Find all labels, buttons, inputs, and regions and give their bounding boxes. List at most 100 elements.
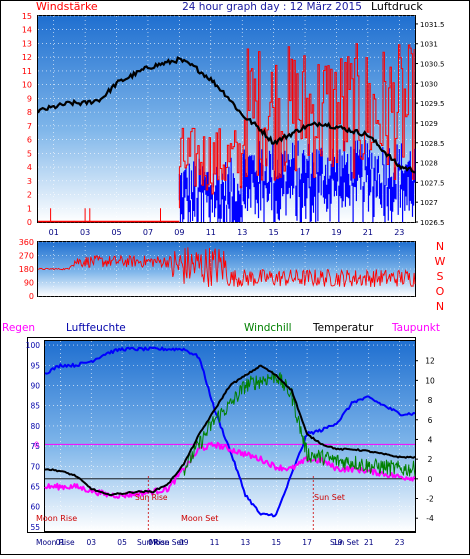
wind-direction-series [37,247,416,288]
compass-label: N [436,240,444,253]
x-axis-tick: 13 [237,228,247,237]
humidity-axis-tick: 70 [30,462,40,471]
humidity-axis-tick: 95 [30,361,40,370]
temperature-humidity-plot: 01 03 05 07 09 11 13 15 17 19 21 235560657075808590… [26,341,435,547]
right-axis-tick: 1028.5 [420,140,445,148]
humidity-axis-tick: 60 [30,503,40,512]
humidity-axis-tick: 80 [30,422,40,431]
annotation-sun-set: Sun Set [314,493,345,502]
right-axis-tick: 1029.5 [420,100,445,108]
header-wind-label: Windstärke [36,0,98,13]
humidity-axis-tick: 100 [26,341,41,350]
temperature-axis-tick: 6 [428,416,433,425]
direction-tick: 90 [24,279,34,288]
compass-label: O [436,285,445,298]
humidity-axis-tick: 90 [30,381,40,390]
left-axis-tick: 0 [27,218,32,227]
bottom-label-sun-rise: Sun Rise [137,538,170,547]
left-axis-tick: 3 [27,177,32,186]
bottom-label-moon-set: Moon Set [149,538,184,547]
x-axis-tick: 17 [302,538,312,547]
x-axis-tick: 05 [117,538,127,547]
right-axis-tick: 1027 [420,199,438,207]
right-axis-tick: 1029 [420,120,438,128]
humidity-axis-tick: 75 [30,442,40,451]
legend-humidity: Luftfeuchte [66,322,126,334]
temperature-axis-tick: -4 [426,514,434,523]
wind-speed-series [50,43,415,222]
left-axis-tick: 2 [27,191,32,200]
temperature-axis-tick: 2 [428,455,433,464]
header-pressure-label: Luftdruck [371,0,423,13]
left-axis-tick: 4 [27,163,32,172]
right-axis-tick: 1030.5 [420,61,445,69]
bottom-label-sun-set: Sun Set [330,538,359,547]
x-axis-tick: 15 [271,538,281,547]
temperature-axis-tick: 4 [428,435,433,444]
humidity-axis-tick: 65 [30,483,40,492]
header-date-title: 24 hour graph day : 12 März 2015 [182,1,362,13]
temperature-axis-tick: 8 [428,396,433,405]
x-axis-tick: 19 [331,228,341,237]
x-axis-tick: 07 [148,538,158,547]
annotation-moon-set: Moon Set [181,514,218,523]
left-axis-tick: 9 [27,94,32,103]
x-axis-tick: 23 [394,228,404,237]
x-axis-tick: 21 [364,538,374,547]
compass-label: W [435,255,446,268]
legend-temperature: Temperatur [312,322,374,334]
right-axis-tick: 1026.5 [420,219,445,227]
x-axis-tick: 01 [49,228,59,237]
dewpoint-line [44,441,416,499]
x-axis-tick: 09 [174,228,184,237]
x-axis-tick: 21 [363,228,373,237]
x-axis-tick: 01 [56,538,66,547]
left-axis-tick: 7 [27,122,32,131]
windchill-line [183,370,416,477]
humidity-axis-tick: 55 [30,523,40,532]
left-axis-tick: 15 [22,12,32,21]
left-axis-tick: 1 [27,204,32,213]
temperature-axis-tick: 10 [425,376,435,385]
x-axis-tick: 15 [269,228,279,237]
compass-label: N [436,300,444,313]
direction-tick: 0 [29,292,34,301]
annotation-sun-rise: Sun Rise [135,493,168,502]
wind-pressure-plot: 01234567891011121314151026.510271027.510… [22,12,445,237]
rain-zero-label: 0 [34,440,39,449]
x-axis-tick: 11 [206,228,216,237]
legend-windchill: Windchill [244,322,292,334]
right-axis-tick: 1030 [420,80,438,88]
x-axis-tick: 23 [395,538,405,547]
temperature-humidity-panel [44,340,416,532]
temperature-axis-tick: 0 [428,475,433,484]
bottom-label-moon-rise: Moon Rise [36,538,75,547]
left-axis-tick: 5 [27,149,32,158]
annotation-moon-rise: Moon Rise [36,514,77,523]
legend-rain: Regen [2,322,35,334]
x-axis-tick: 07 [143,228,153,237]
left-axis-tick: 12 [22,53,32,62]
left-axis-tick: 14 [22,26,32,35]
direction-tick: 270 [19,252,34,261]
x-axis-tick: 03 [86,538,96,547]
left-axis-tick: 6 [27,136,32,145]
x-axis-tick: 13 [241,538,251,547]
x-axis-tick: 19 [333,538,343,547]
direction-tick: 360 [19,238,34,247]
temperature-axis-tick: -2 [426,495,434,504]
x-axis-tick: 09 [179,538,189,547]
left-axis-tick: 8 [27,108,32,117]
legend-dewpoint: Taupunkt [391,322,440,334]
temperature-axis-tick: 12 [425,357,435,366]
temperature-line [44,364,416,496]
x-axis-tick: 17 [300,228,310,237]
x-axis-tick: 05 [111,228,121,237]
x-axis-tick: 11 [210,538,220,547]
right-axis-tick: 1031.5 [420,21,445,29]
left-axis-tick: 11 [22,67,32,76]
direction-tick: 180 [19,265,34,274]
